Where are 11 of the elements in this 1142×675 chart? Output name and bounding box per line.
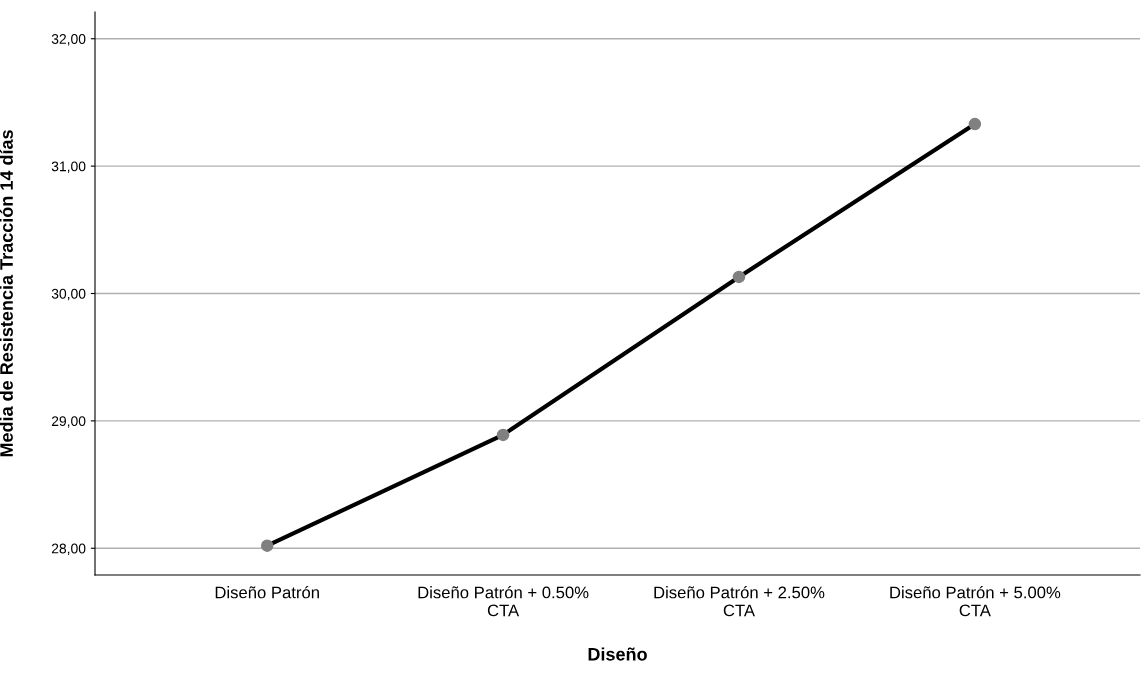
x-tick-label: Diseño Patrón + 2.50% CTA [654,585,825,617]
y-tick-label: 32,00 [51,34,86,46]
y-tick-label: 30,00 [51,288,86,301]
x-tick-label: Diseño Patrón + 0.50% CTA [418,585,589,617]
x-tick-label: Diseño Patrón + 5.00% CTA [890,585,1061,617]
y-axis-title: Media de Resistencia Tracción 14 días [0,130,13,457]
y-tick-label: 29,00 [51,416,86,428]
y-tick-label: 28,00 [51,543,86,556]
x-tick-label: Diseño Patrón [215,585,319,599]
y-tick-label: 31,00 [51,161,86,173]
x-axis-title: Diseño [588,647,647,661]
